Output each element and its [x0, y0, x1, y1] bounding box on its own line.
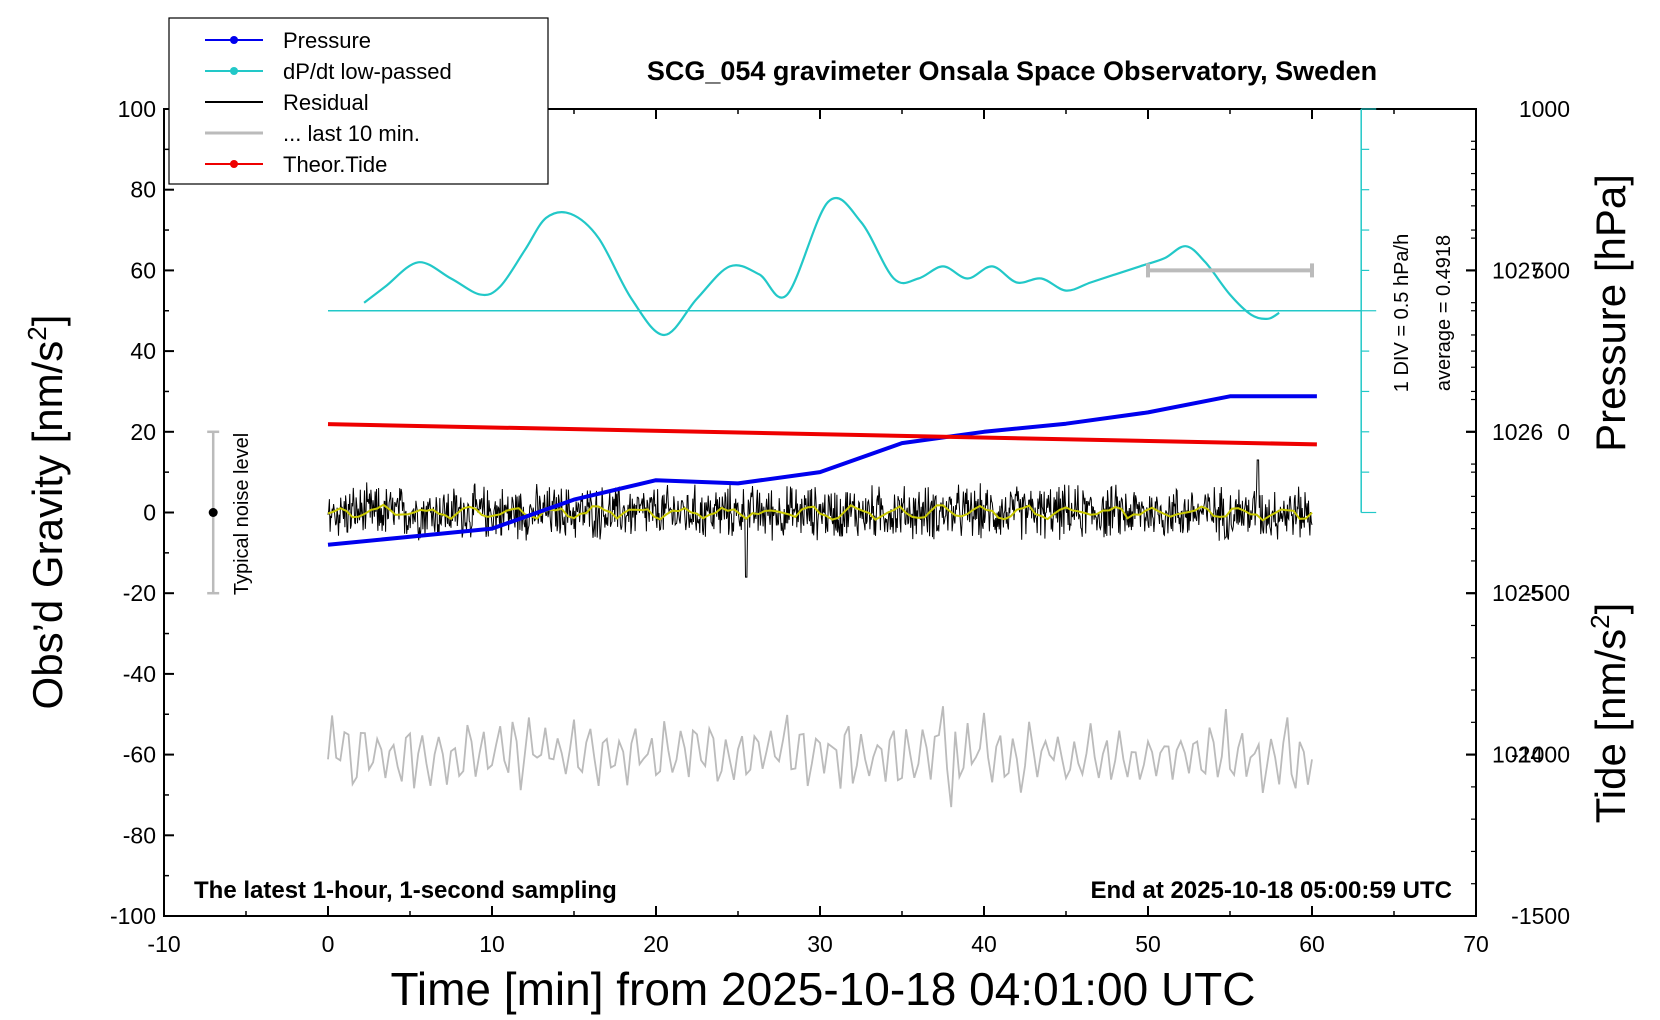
x-tick-label: 20 — [643, 931, 669, 957]
tide-tick-label: 500 — [1532, 257, 1570, 283]
y-tick-label: -80 — [123, 822, 156, 848]
y-tick-label: 100 — [118, 96, 156, 122]
y-tick-label: -40 — [123, 661, 156, 687]
dpdt-scale-label: 1 DIV = 0.5 hPa/h — [1391, 234, 1413, 392]
residual-smoothed-line — [327, 503, 1313, 522]
tide-tick-label: 1000 — [1519, 96, 1570, 122]
last10-line — [327, 706, 1313, 808]
y-tick-label: -20 — [123, 580, 156, 606]
x-tick-label: -10 — [147, 931, 180, 957]
y-axis-label-pressure: Pressure [hPa] — [1587, 174, 1634, 452]
tide-tick-label: -1000 — [1511, 742, 1570, 768]
tide-tick-label: 0 — [1557, 419, 1570, 445]
x-tick-label: 0 — [322, 931, 335, 957]
legend-marker-1 — [230, 67, 238, 75]
legend-marker-0 — [230, 36, 238, 44]
x-tick-label: 60 — [1299, 931, 1325, 957]
x-tick-label: 50 — [1135, 931, 1161, 957]
x-tick-label: 70 — [1463, 931, 1489, 957]
legend-label-1: dP/dt low-passed — [283, 59, 452, 84]
y-tick-label: 0 — [143, 500, 156, 526]
y-axis-label-tide: Tide [nm/s2] — [1585, 603, 1634, 824]
pressure-tick-label: 1026 — [1492, 419, 1543, 445]
pressure-tick-label: 1027 — [1492, 257, 1543, 283]
legend-marker-4 — [230, 160, 238, 168]
y-axis-label-left: Obs’d Gravity [nm/s2] — [22, 315, 71, 710]
x-axis-label: Time [min] from 2025-10-18 04:01:00 UTC — [391, 963, 1256, 1015]
legend-label-2: Residual — [283, 90, 369, 115]
tide-tick-label: -1500 — [1511, 903, 1570, 929]
legend-label-4: Theor.Tide — [283, 152, 387, 177]
y-tick-label: -100 — [110, 903, 156, 929]
annotation-sampling: The latest 1-hour, 1-second sampling — [194, 877, 617, 904]
x-tick-label: 30 — [807, 931, 833, 957]
pressure-tick-label: 1024 — [1492, 742, 1543, 768]
noise-level-dot — [208, 508, 218, 517]
x-tick-label: 40 — [971, 931, 997, 957]
tide-line — [327, 422, 1317, 447]
y-tick-label: 60 — [130, 257, 156, 283]
data-series — [207, 108, 1377, 808]
tide-tick-label: -500 — [1524, 580, 1570, 606]
noise-level-label: Typical noise level — [231, 433, 253, 595]
y-tick-label: 20 — [130, 419, 156, 445]
y-tick-label: 80 — [130, 177, 156, 203]
legend-label-3: ... last 10 min. — [283, 121, 420, 146]
tick-labels: -10 0 10 20 30 40 50 60 70-100-80-60-40-20020406… — [110, 96, 1570, 957]
dpdt-line — [363, 196, 1280, 337]
y-tick-label: 40 — [130, 338, 156, 364]
y-tick-label: -60 — [123, 742, 156, 768]
x-tick-label: 10 — [479, 931, 505, 957]
dpdt-average-label: average = 0.4918 — [1433, 235, 1455, 391]
chart-title: SCG_054 gravimeter Onsala Space Observat… — [647, 56, 1377, 86]
annotation-end-time: End at 2025-10-18 05:00:59 UTC — [1091, 877, 1453, 904]
pressure-tick-label: 1025 — [1492, 580, 1543, 606]
pressure-line — [327, 394, 1317, 547]
legend: Pressure dP/dt low-passed Residual ... last… — [168, 17, 549, 185]
legend-label-0: Pressure — [283, 28, 371, 53]
residual-line — [327, 459, 1313, 578]
